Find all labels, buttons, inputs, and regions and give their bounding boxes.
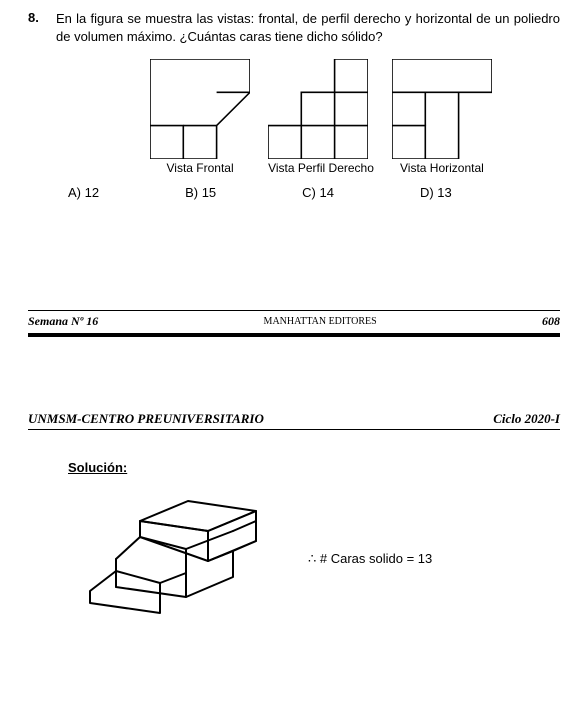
header2-left: UNMSM-CENTRO PREUNIVERSITARIO [28,411,264,427]
view-right: Vista Perfil Derecho [268,59,374,175]
footer-center: MANHATTAN EDITORES [264,316,377,327]
page-header-2: UNMSM-CENTRO PREUNIVERSITARIO Ciclo 2020… [28,411,560,430]
solution-solid-svg [78,489,278,629]
view-horizontal: Vista Horizontal [392,59,492,175]
solution-row: ∴ # Caras solido = 13 [78,489,560,629]
right-svg [268,59,368,159]
solution-label: Solución: [68,460,560,475]
option-d: D) 13 [420,185,452,200]
frontal-caption: Vista Frontal [150,161,250,175]
question-text: En la figura se muestra las vistas: fron… [56,10,560,45]
option-c: C) 14 [302,185,334,200]
header2-right: Ciclo 2020-I [493,411,560,427]
page-gap [28,337,560,411]
views-row: Vista Frontal Vista Perfil Derecho [82,59,560,175]
question-number: 8. [28,10,56,45]
horizontal-caption: Vista Horizontal [392,161,492,175]
footer-left: Semana Nº 16 [28,314,98,329]
frontal-svg [150,59,250,159]
question-row: 8. En la figura se muestra las vistas: f… [28,10,560,45]
page-footer: Semana Nº 16 MANHATTAN EDITORES 608 [28,310,560,337]
footer-right: 608 [542,314,560,329]
horizontal-svg [392,59,492,159]
solution-answer: ∴ # Caras solido = 13 [308,551,432,567]
option-b: B) 15 [185,185,216,200]
option-a: A) 12 [68,185,99,200]
options-row: A) 12 B) 15 C) 14 D) 13 [68,185,560,200]
view-frontal: Vista Frontal [150,59,250,175]
right-caption: Vista Perfil Derecho [268,161,374,175]
